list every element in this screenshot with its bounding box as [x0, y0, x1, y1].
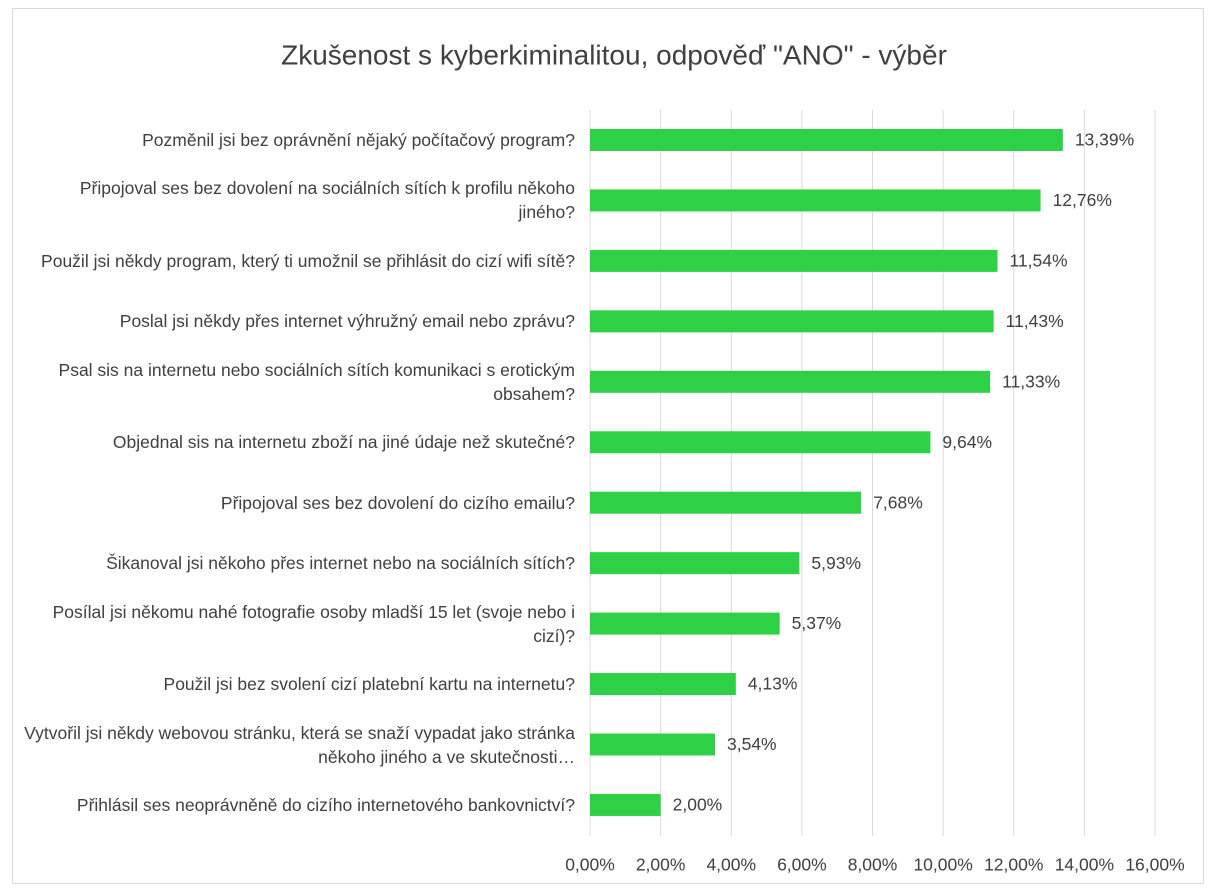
bar — [590, 552, 800, 575]
data-label: 5,37% — [792, 613, 842, 633]
x-tick-label: 2,00% — [636, 855, 686, 875]
bar — [590, 673, 736, 696]
data-label: 2,00% — [673, 795, 723, 815]
y-tick-label: Přihlásil ses neoprávněně do cizího inte… — [76, 794, 575, 815]
data-label: 9,64% — [942, 432, 992, 452]
bar — [590, 733, 716, 756]
chart-frame — [12, 8, 1204, 884]
y-tick-label: Připojoval ses bez dovolení do cizího em… — [220, 492, 575, 513]
data-label: 5,93% — [811, 553, 861, 573]
data-label: 11,33% — [1002, 371, 1060, 391]
x-tick-label: 16,00% — [1125, 855, 1184, 875]
chart-title: Zkušenost s kyberkiminalitou, odpověď "A… — [281, 39, 947, 70]
y-tick-label: Vytvořil jsi někdy webovou stránku, kter… — [24, 722, 575, 767]
x-tick-label: 6,00% — [777, 855, 827, 875]
data-label: 11,43% — [1006, 311, 1064, 331]
bar — [590, 431, 931, 454]
y-tick-label: Šikanoval jsi někoho přes internet nebo … — [106, 553, 575, 574]
bar — [590, 491, 862, 514]
y-tick-label: Poslal jsi někdy přes internet výhružný … — [119, 311, 575, 332]
data-label: 4,13% — [748, 674, 798, 694]
y-tick-label: Připojoval ses bez dovolení na sociálníc… — [79, 178, 575, 223]
y-tick-label: Psal sis na internetu nebo sociálních sí… — [58, 359, 575, 404]
data-label: 3,54% — [727, 734, 777, 754]
bar — [590, 612, 780, 635]
x-tick-label: 12,00% — [984, 855, 1043, 875]
data-label: 12,76% — [1053, 190, 1112, 210]
x-tick-label: 8,00% — [848, 855, 898, 875]
x-tick-label: 14,00% — [1055, 855, 1114, 875]
bar — [590, 249, 998, 272]
x-tick-label: 0,00% — [565, 855, 615, 875]
bar — [590, 189, 1041, 212]
bar — [590, 793, 661, 816]
x-tick-label: 4,00% — [706, 855, 756, 875]
data-label: 13,39% — [1075, 130, 1134, 150]
data-label: 11,54% — [1010, 251, 1068, 271]
y-tick-label: Objednal sis na internetu zboží na jiné … — [112, 432, 575, 453]
bar — [590, 370, 991, 393]
y-tick-label: Použil jsi bez svolení cizí platební kar… — [163, 674, 575, 695]
bar — [590, 310, 994, 333]
y-tick-label: Posílal jsi někomu nahé fotografie osoby… — [52, 601, 575, 646]
y-tick-label: Použil jsi někdy program, který ti umožn… — [41, 250, 575, 271]
x-tick-label: 10,00% — [913, 855, 972, 875]
data-label: 7,68% — [873, 492, 923, 512]
bar — [590, 129, 1063, 151]
y-tick-label: Pozměnil jsi bez oprávnění nějaký počíta… — [142, 130, 575, 150]
